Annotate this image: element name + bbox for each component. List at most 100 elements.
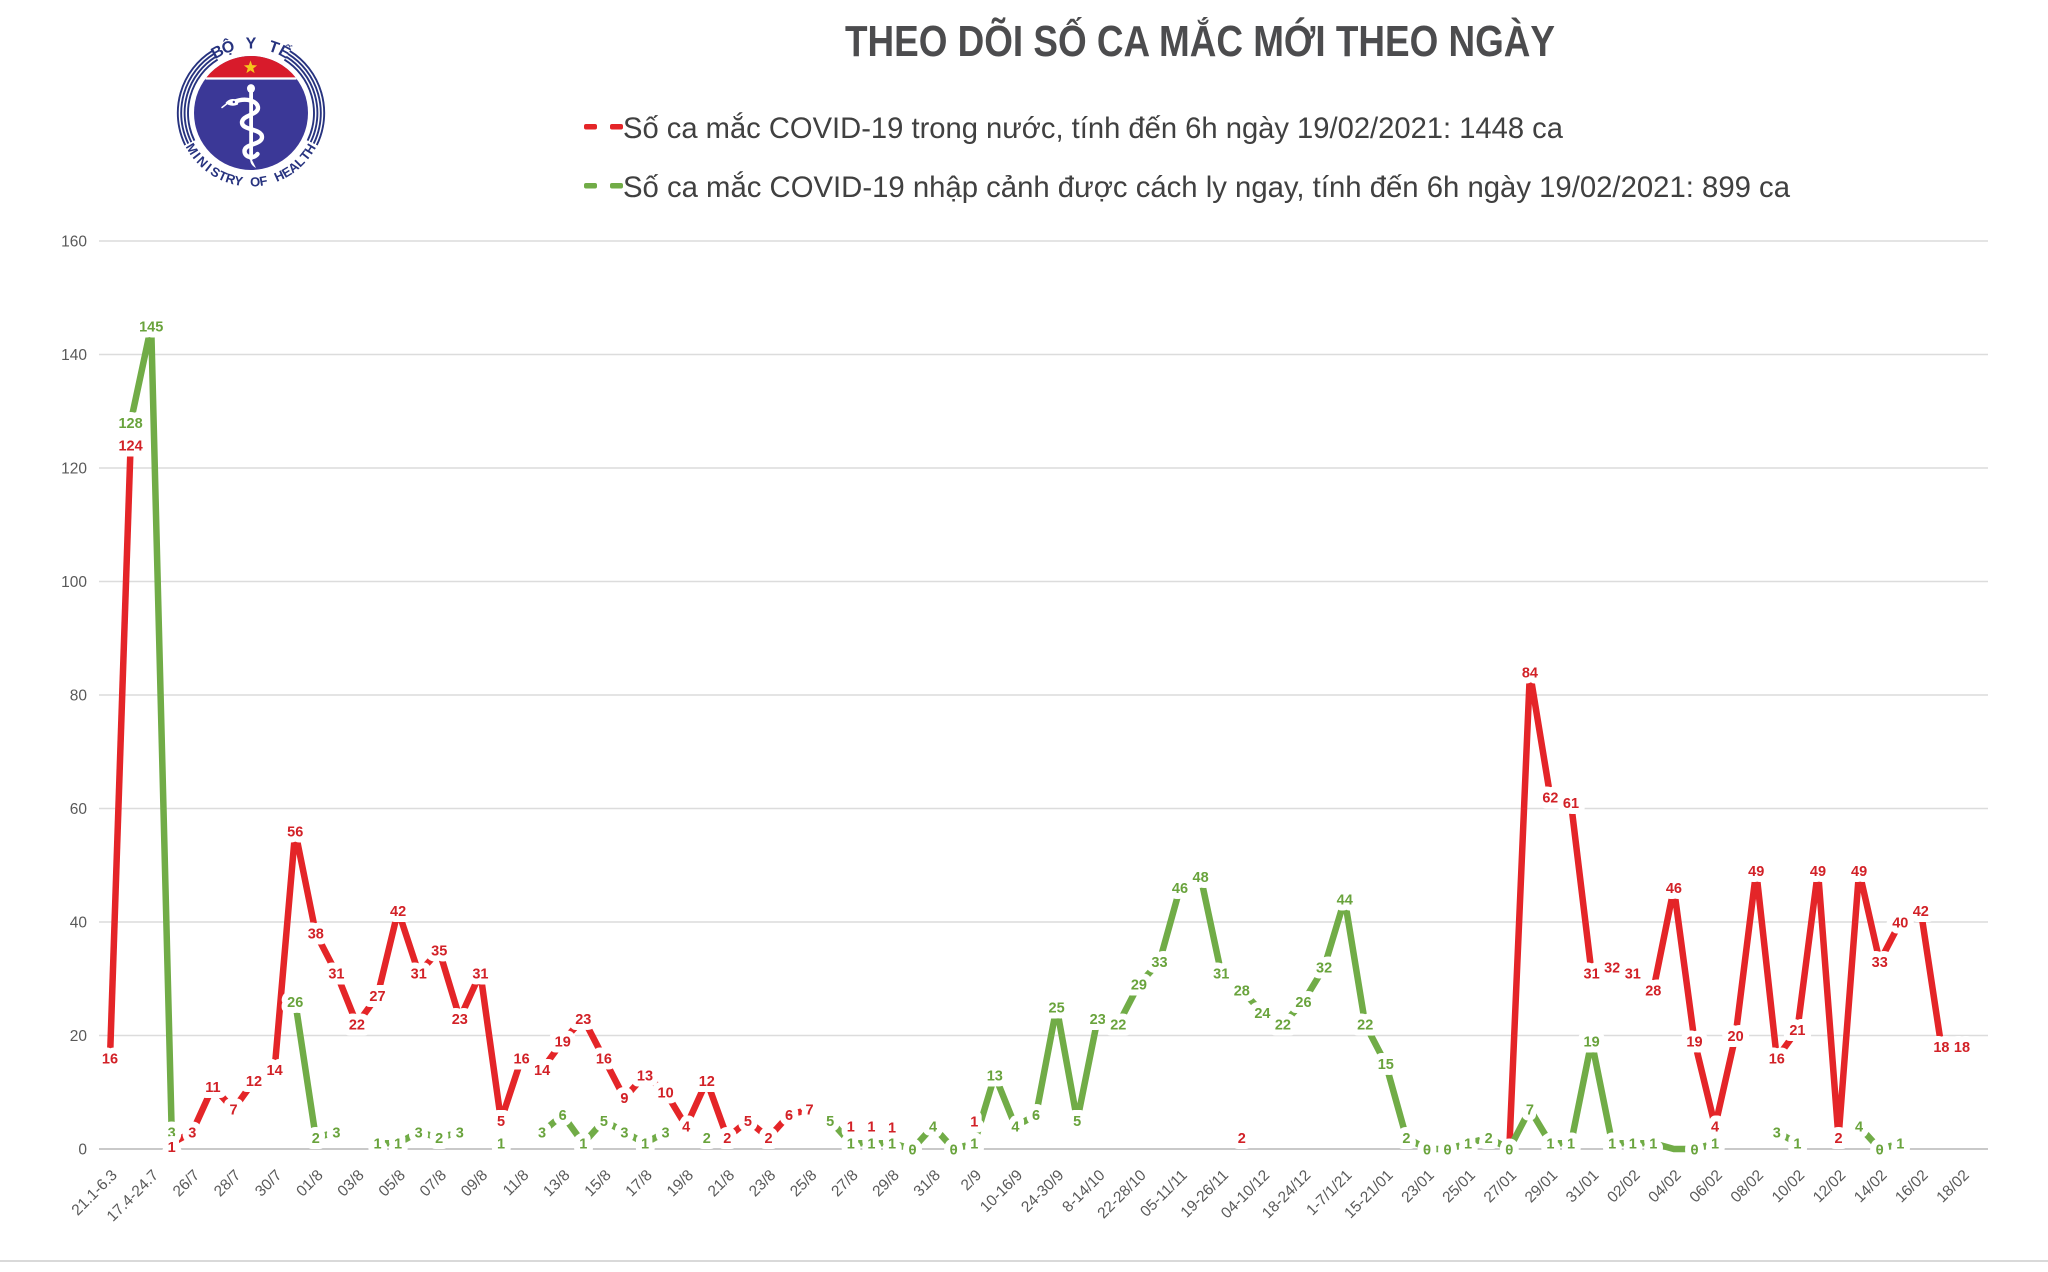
- svg-text:Số ca mắc COVID-19 nhập cảnh đ: Số ca mắc COVID-19 nhập cảnh được cách l…: [623, 171, 1790, 204]
- svg-text:33: 33: [1872, 955, 1888, 971]
- svg-text:20: 20: [70, 1028, 88, 1045]
- svg-text:42: 42: [390, 904, 406, 920]
- svg-text:16: 16: [596, 1052, 612, 1068]
- svg-text:3: 3: [188, 1125, 196, 1141]
- svg-text:35: 35: [431, 944, 447, 960]
- svg-text:32: 32: [1604, 961, 1620, 977]
- svg-text:14: 14: [534, 1063, 550, 1079]
- svg-text:0: 0: [908, 1142, 916, 1158]
- svg-text:6: 6: [785, 1108, 793, 1124]
- svg-text:48: 48: [1193, 870, 1209, 886]
- svg-text:1: 1: [1793, 1137, 1801, 1153]
- svg-text:1: 1: [867, 1119, 875, 1135]
- svg-text:2: 2: [1485, 1131, 1493, 1147]
- svg-text:31: 31: [472, 966, 488, 982]
- svg-text:31: 31: [411, 966, 427, 982]
- svg-text:80: 80: [70, 688, 88, 705]
- svg-text:84: 84: [1522, 666, 1538, 682]
- svg-text:31: 31: [1213, 966, 1229, 982]
- svg-text:40: 40: [70, 915, 88, 932]
- svg-text:23: 23: [1090, 1012, 1106, 1028]
- svg-text:Y: Y: [233, 173, 245, 189]
- svg-text:6: 6: [1032, 1108, 1040, 1124]
- svg-text:61: 61: [1563, 796, 1579, 812]
- svg-text:2: 2: [723, 1131, 731, 1147]
- svg-text:49: 49: [1851, 864, 1867, 880]
- svg-text:Y: Y: [246, 36, 257, 53]
- svg-text:4: 4: [929, 1120, 937, 1136]
- svg-text:19: 19: [555, 1035, 571, 1051]
- svg-text:1: 1: [1649, 1137, 1657, 1153]
- svg-text:3: 3: [538, 1125, 546, 1141]
- svg-text:0: 0: [78, 1142, 87, 1159]
- svg-text:140: 140: [61, 347, 87, 364]
- svg-text:7: 7: [229, 1103, 237, 1119]
- svg-text:1: 1: [497, 1137, 505, 1153]
- svg-text:1: 1: [847, 1137, 855, 1153]
- svg-text:2: 2: [1402, 1131, 1410, 1147]
- svg-text:9: 9: [620, 1091, 628, 1107]
- svg-text:120: 120: [61, 461, 87, 478]
- svg-text:28: 28: [1645, 983, 1661, 999]
- svg-text:0: 0: [1505, 1142, 1513, 1158]
- svg-text:3: 3: [456, 1125, 464, 1141]
- svg-text:3: 3: [662, 1125, 670, 1141]
- svg-text:23: 23: [452, 1012, 468, 1028]
- svg-text:20: 20: [1728, 1029, 1744, 1045]
- svg-text:4: 4: [1011, 1120, 1019, 1136]
- svg-text:46: 46: [1172, 881, 1188, 897]
- svg-text:4: 4: [1855, 1120, 1863, 1136]
- svg-text:5: 5: [1073, 1114, 1081, 1130]
- svg-text:1: 1: [888, 1120, 896, 1136]
- svg-text:18: 18: [1933, 1040, 1949, 1056]
- svg-text:40: 40: [1892, 915, 1908, 931]
- svg-text:Số ca mắc COVID-19 trong nước,: Số ca mắc COVID-19 trong nước, tính đến …: [623, 112, 1563, 145]
- svg-text:1: 1: [373, 1137, 381, 1153]
- svg-text:29: 29: [1131, 978, 1147, 994]
- svg-text:28: 28: [1234, 983, 1250, 999]
- svg-text:60: 60: [70, 801, 88, 818]
- svg-text:42: 42: [1913, 904, 1929, 920]
- svg-text:O: O: [250, 174, 261, 190]
- svg-text:12: 12: [699, 1074, 715, 1090]
- svg-text:14: 14: [267, 1063, 283, 1079]
- svg-text:Ộ: Ộ: [219, 36, 237, 58]
- svg-text:38: 38: [308, 927, 324, 943]
- svg-text:0: 0: [1690, 1142, 1698, 1158]
- svg-text:33: 33: [1151, 955, 1167, 971]
- svg-text:2: 2: [764, 1131, 772, 1147]
- svg-text:0: 0: [1423, 1142, 1431, 1158]
- svg-text:1: 1: [579, 1137, 587, 1153]
- svg-text:4: 4: [682, 1120, 690, 1136]
- svg-text:160: 160: [61, 234, 87, 251]
- svg-text:124: 124: [118, 439, 142, 455]
- svg-text:1: 1: [1896, 1137, 1904, 1153]
- svg-text:13: 13: [987, 1069, 1003, 1085]
- svg-text:22: 22: [1110, 1018, 1126, 1034]
- svg-text:31: 31: [1584, 966, 1600, 982]
- svg-text:22: 22: [1357, 1018, 1373, 1034]
- svg-text:32: 32: [1316, 961, 1332, 977]
- svg-text:1: 1: [970, 1114, 978, 1130]
- svg-text:19: 19: [1686, 1035, 1702, 1051]
- svg-text:1: 1: [641, 1137, 649, 1153]
- svg-text:11: 11: [205, 1080, 220, 1096]
- svg-text:1: 1: [867, 1137, 875, 1153]
- svg-text:6: 6: [559, 1108, 567, 1124]
- svg-text:1: 1: [1711, 1137, 1719, 1153]
- svg-text:2: 2: [435, 1131, 443, 1147]
- svg-text:22: 22: [1275, 1018, 1291, 1034]
- svg-text:44: 44: [1337, 893, 1353, 909]
- svg-text:31: 31: [1625, 966, 1641, 982]
- svg-text:10: 10: [658, 1086, 674, 1102]
- svg-text:128: 128: [118, 416, 142, 432]
- svg-text:56: 56: [287, 825, 303, 841]
- svg-text:25: 25: [1049, 1000, 1065, 1016]
- svg-text:16: 16: [514, 1052, 530, 1068]
- svg-text:1: 1: [970, 1137, 978, 1153]
- svg-text:1: 1: [1464, 1137, 1472, 1153]
- svg-text:0: 0: [1876, 1142, 1884, 1158]
- svg-text:1: 1: [1567, 1137, 1575, 1153]
- svg-text:5: 5: [497, 1114, 505, 1130]
- svg-text:21: 21: [1789, 1023, 1805, 1039]
